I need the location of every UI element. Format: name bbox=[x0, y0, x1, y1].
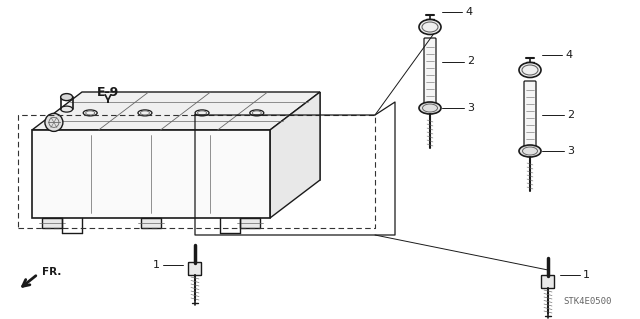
Text: 3: 3 bbox=[567, 146, 574, 156]
Ellipse shape bbox=[61, 106, 73, 112]
Polygon shape bbox=[42, 218, 62, 228]
Text: STK4E0500: STK4E0500 bbox=[564, 298, 612, 307]
Text: 4: 4 bbox=[465, 7, 472, 17]
FancyBboxPatch shape bbox=[524, 81, 536, 148]
FancyBboxPatch shape bbox=[541, 276, 554, 288]
Polygon shape bbox=[141, 218, 161, 228]
Polygon shape bbox=[270, 92, 320, 218]
FancyBboxPatch shape bbox=[423, 22, 437, 32]
FancyBboxPatch shape bbox=[189, 263, 202, 276]
Polygon shape bbox=[240, 218, 260, 228]
Ellipse shape bbox=[519, 145, 541, 157]
Polygon shape bbox=[32, 92, 320, 130]
Circle shape bbox=[45, 113, 63, 131]
Text: E-9: E-9 bbox=[97, 85, 119, 99]
Ellipse shape bbox=[61, 93, 73, 100]
Text: 3: 3 bbox=[467, 103, 474, 113]
FancyBboxPatch shape bbox=[523, 65, 537, 75]
FancyBboxPatch shape bbox=[424, 38, 436, 105]
Text: 1: 1 bbox=[583, 270, 590, 280]
Ellipse shape bbox=[519, 63, 541, 78]
Text: 1: 1 bbox=[153, 260, 160, 270]
Ellipse shape bbox=[419, 102, 441, 114]
Polygon shape bbox=[32, 130, 270, 218]
Text: 2: 2 bbox=[467, 56, 474, 66]
Text: 4: 4 bbox=[565, 50, 572, 60]
Text: FR.: FR. bbox=[42, 267, 61, 277]
Text: 2: 2 bbox=[567, 109, 574, 120]
Ellipse shape bbox=[419, 19, 441, 34]
